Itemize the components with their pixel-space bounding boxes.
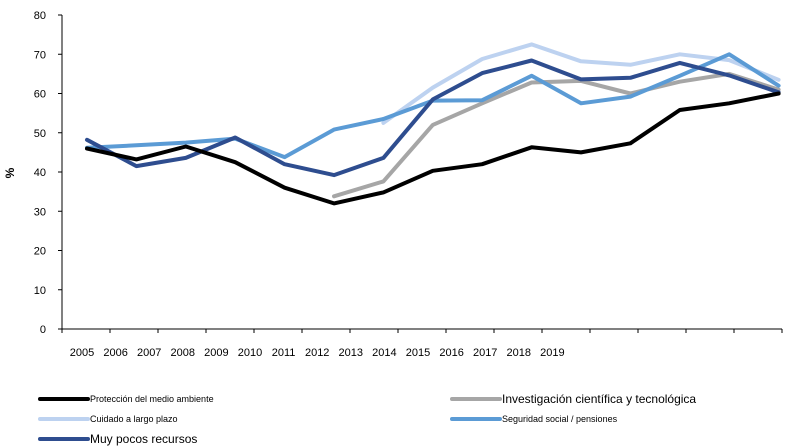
- legend-item: Muy pocos recursos: [38, 432, 197, 446]
- x-axis-ticks: 2005 2006 2007 2008 2009 2010 2011 2012 2013 2014…: [70, 347, 565, 359]
- series-line-4: [85, 52, 781, 160]
- x-tick-label: 2019: [540, 347, 564, 359]
- legend-label: Muy pocos recursos: [90, 432, 197, 446]
- y-tick-label: 10: [34, 285, 46, 297]
- x-tick-label: 2006: [103, 347, 127, 359]
- x-tick-label: 2008: [171, 347, 195, 359]
- legend-item: Seguridad social / pensiones: [450, 414, 618, 424]
- series-line-3: [381, 42, 781, 125]
- y-tick-label: 70: [34, 49, 46, 61]
- y-axis-ticks: 0 10 20 30 40 50 60 70 80: [34, 10, 62, 336]
- y-tick-label: 0: [40, 324, 46, 336]
- x-tick-label: 2014: [372, 347, 396, 359]
- x-tick-label: 2016: [439, 347, 463, 359]
- x-tick-label: 2015: [406, 347, 430, 359]
- y-tick-label: 20: [34, 246, 46, 258]
- legend-label: Investigación científica y tecnológica: [502, 392, 696, 406]
- series-line-2: [332, 71, 781, 199]
- chart-legend: Protección del medio ambiente Investigaci…: [38, 392, 696, 446]
- legend-label: Seguridad social / pensiones: [502, 414, 618, 424]
- x-tick-label: 2013: [339, 347, 363, 359]
- legend-item: Cuidado a largo plazo: [38, 414, 178, 424]
- legend-item: Investigación científica y tecnológica: [450, 392, 696, 406]
- legend-item: Protección del medio ambiente: [38, 394, 214, 404]
- legend-label: Cuidado a largo plazo: [90, 414, 178, 424]
- x-tick-label: 2012: [305, 347, 329, 359]
- legend-label: Protección del medio ambiente: [90, 394, 214, 404]
- y-tick-label: 50: [34, 128, 46, 140]
- x-tick-label: 2011: [272, 347, 296, 359]
- x-tick-label: 2007: [137, 347, 161, 359]
- series-line-1: [85, 91, 781, 206]
- series-group: [85, 42, 781, 206]
- x-tick-label: 2018: [507, 347, 531, 359]
- x-tick-label: 2010: [238, 347, 262, 359]
- y-tick-label: 30: [34, 206, 46, 218]
- x-tick-label: 2005: [70, 347, 94, 359]
- y-tick-label: 80: [34, 10, 46, 22]
- x-tick-label: 2009: [204, 347, 228, 359]
- x-tick-label: 2017: [473, 347, 497, 359]
- y-tick-label: 60: [34, 89, 46, 101]
- y-tick-label: 40: [34, 167, 46, 179]
- y-axis-title: %: [3, 167, 17, 178]
